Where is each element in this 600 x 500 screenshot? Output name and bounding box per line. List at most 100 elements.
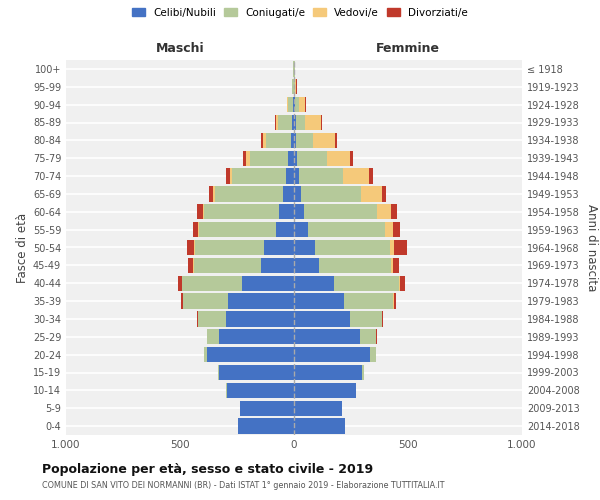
Text: Maschi: Maschi — [155, 42, 205, 54]
Bar — [393, 258, 399, 273]
Bar — [265, 133, 290, 148]
Bar — [242, 276, 294, 291]
Bar — [265, 240, 294, 255]
Bar — [204, 347, 208, 362]
Bar — [276, 222, 294, 237]
Bar — [226, 168, 230, 184]
Bar — [208, 347, 294, 362]
Bar — [382, 186, 386, 202]
Bar — [294, 276, 334, 291]
Bar — [215, 186, 283, 202]
Bar — [182, 276, 242, 291]
Bar — [181, 294, 183, 308]
Bar — [400, 276, 404, 291]
Bar — [360, 329, 376, 344]
Bar — [299, 168, 343, 184]
Bar — [294, 312, 350, 326]
Bar — [390, 240, 394, 255]
Bar — [295, 97, 299, 112]
Bar — [208, 329, 219, 344]
Bar — [296, 133, 313, 148]
Bar — [193, 222, 198, 237]
Bar — [219, 365, 294, 380]
Bar — [301, 186, 361, 202]
Bar — [292, 79, 293, 94]
Bar — [232, 168, 286, 184]
Bar — [243, 150, 246, 166]
Bar — [276, 115, 278, 130]
Bar — [286, 168, 294, 184]
Bar — [296, 115, 305, 130]
Bar — [204, 204, 279, 220]
Bar — [308, 222, 385, 237]
Bar — [194, 240, 195, 255]
Bar — [263, 133, 265, 148]
Bar — [279, 204, 294, 220]
Bar — [198, 222, 199, 237]
Bar — [343, 168, 369, 184]
Bar — [299, 97, 305, 112]
Bar — [305, 115, 322, 130]
Bar — [294, 418, 346, 434]
Bar — [209, 186, 213, 202]
Bar — [290, 133, 294, 148]
Bar — [250, 150, 289, 166]
Bar — [294, 115, 296, 130]
Bar — [294, 294, 344, 308]
Bar — [294, 222, 308, 237]
Text: COMUNE DI SAN VITO DEI NORMANNI (BR) - Dati ISTAT 1° gennaio 2019 - Elaborazione: COMUNE DI SAN VITO DEI NORMANNI (BR) - D… — [42, 481, 445, 490]
Bar — [304, 204, 377, 220]
Bar — [188, 258, 193, 273]
Bar — [295, 79, 296, 94]
Bar — [399, 276, 400, 291]
Y-axis label: Anni di nascita: Anni di nascita — [585, 204, 598, 291]
Bar — [228, 294, 294, 308]
Bar — [213, 186, 215, 202]
Bar — [178, 276, 182, 291]
Bar — [293, 97, 294, 112]
Bar — [230, 168, 232, 184]
Bar — [350, 312, 382, 326]
Bar — [294, 240, 314, 255]
Bar — [187, 240, 194, 255]
Bar — [289, 97, 293, 112]
Bar — [327, 150, 350, 166]
Bar — [294, 383, 356, 398]
Bar — [278, 115, 292, 130]
Bar — [226, 312, 294, 326]
Bar — [292, 115, 294, 130]
Bar — [314, 240, 390, 255]
Bar — [361, 186, 382, 202]
Y-axis label: Fasce di età: Fasce di età — [16, 212, 29, 282]
Bar — [198, 312, 226, 326]
Bar — [283, 186, 294, 202]
Bar — [294, 204, 304, 220]
Bar — [370, 347, 376, 362]
Bar — [382, 312, 383, 326]
Bar — [294, 186, 301, 202]
Bar — [369, 168, 373, 184]
Bar — [289, 150, 294, 166]
Bar — [335, 133, 337, 148]
Bar — [294, 365, 362, 380]
Bar — [294, 400, 342, 416]
Bar — [203, 204, 204, 220]
Bar — [294, 150, 298, 166]
Bar — [391, 204, 397, 220]
Bar — [197, 312, 198, 326]
Bar — [227, 383, 294, 398]
Bar — [344, 294, 393, 308]
Bar — [241, 400, 294, 416]
Bar — [197, 204, 203, 220]
Bar — [394, 240, 407, 255]
Bar — [199, 222, 276, 237]
Bar — [350, 150, 353, 166]
Bar — [377, 204, 391, 220]
Bar — [294, 168, 299, 184]
Bar — [362, 365, 364, 380]
Bar — [334, 276, 399, 291]
Bar — [294, 329, 360, 344]
Bar — [246, 150, 250, 166]
Bar — [319, 258, 391, 273]
Bar — [394, 294, 396, 308]
